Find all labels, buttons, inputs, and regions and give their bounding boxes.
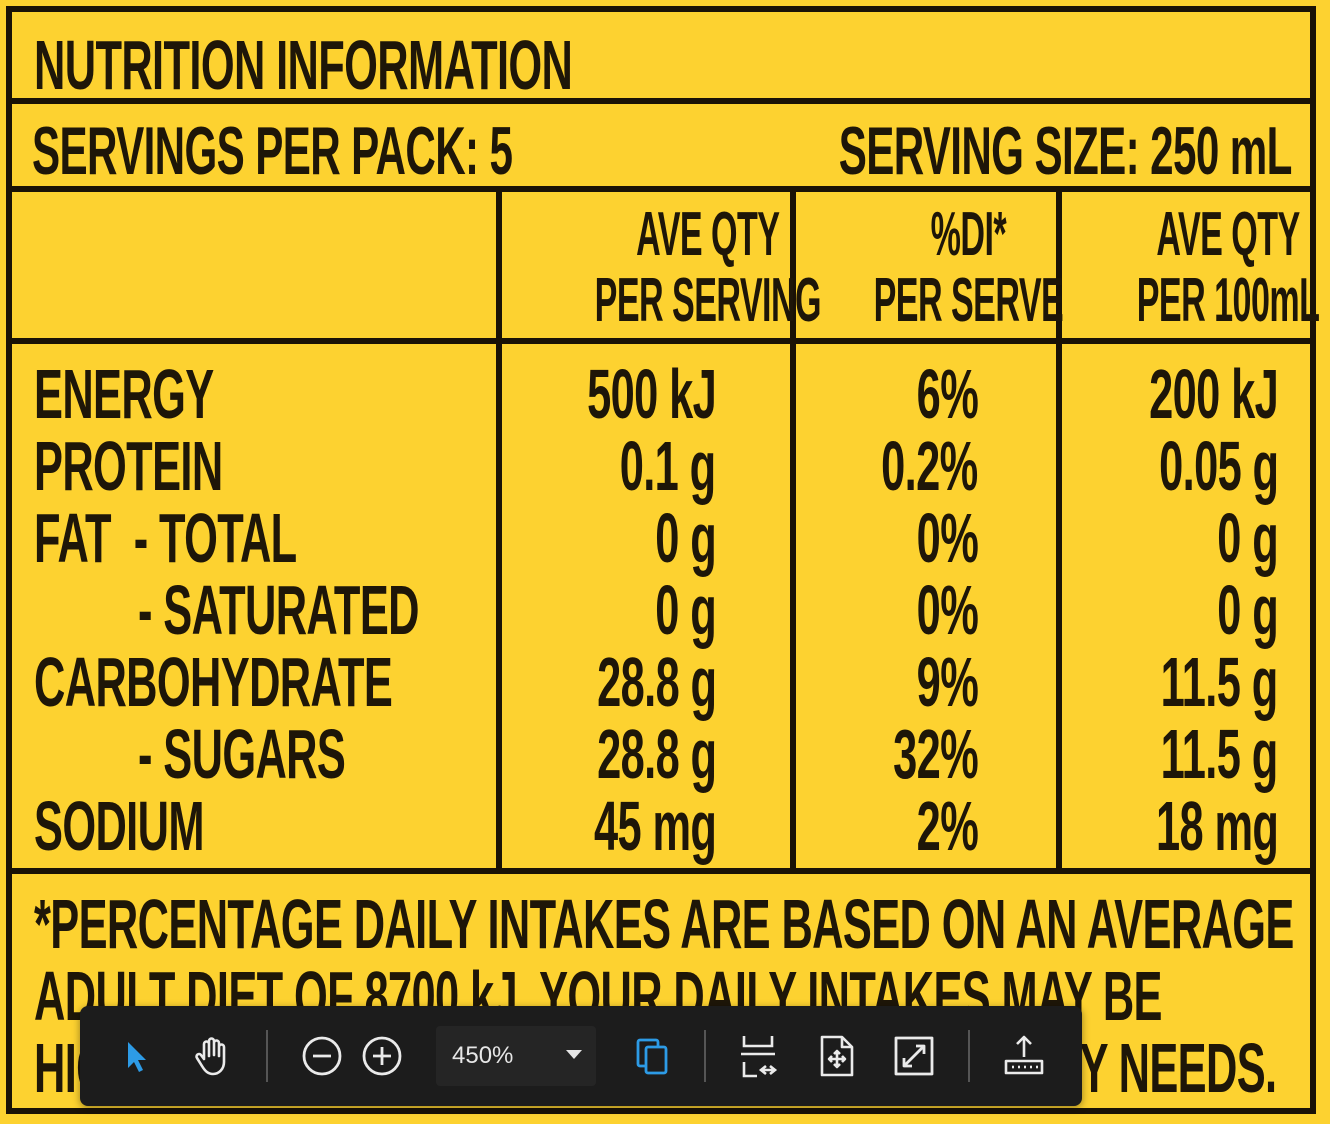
table-row: ENERGY 500 kJ 6% 200 kJ bbox=[12, 358, 1310, 430]
toolbar-separator bbox=[704, 1030, 706, 1082]
value-per-100ml: 11.5 g bbox=[1161, 715, 1279, 793]
value-di: 2% bbox=[916, 787, 979, 865]
nutrition-panel: NUTRITION INFORMATION SERVINGS PER PACK:… bbox=[6, 6, 1320, 1114]
toolbar-separator bbox=[968, 1030, 970, 1082]
value-per-100ml: 11.5 g bbox=[1161, 643, 1279, 721]
share-button[interactable] bbox=[996, 1028, 1052, 1084]
copy-icon bbox=[636, 1038, 668, 1075]
fit-page-icon bbox=[820, 1035, 854, 1077]
upload-icon bbox=[1004, 1035, 1044, 1075]
table-row: FAT - TOTAL 0 g 0% 0 g bbox=[12, 502, 1310, 574]
copy-button[interactable] bbox=[624, 1028, 680, 1084]
nutrient-name: SODIUM bbox=[34, 787, 205, 865]
value-per-serving: 0 g bbox=[655, 571, 716, 649]
label-title: NUTRITION INFORMATION bbox=[34, 26, 573, 104]
hand-icon bbox=[195, 1037, 226, 1076]
nutrient-name: PROTEIN bbox=[34, 427, 223, 505]
serving-size: SERVING SIZE: 250 mL bbox=[838, 113, 1293, 189]
nutrient-table: ENERGY 500 kJ 6% 200 kJ PROTEIN 0.1 g 0.… bbox=[12, 358, 1310, 862]
value-per-serving: 0.1 g bbox=[620, 427, 716, 505]
divider bbox=[12, 98, 1310, 104]
nutrient-name: - SATURATED bbox=[138, 571, 419, 649]
zoom-in-icon bbox=[362, 1036, 402, 1076]
divider bbox=[12, 868, 1310, 874]
value-per-100ml: 0 g bbox=[1217, 571, 1278, 649]
hand-tool-button[interactable] bbox=[184, 1028, 240, 1084]
zoom-in-button[interactable] bbox=[354, 1028, 410, 1084]
nutrient-name: CARBOHYDRATE bbox=[34, 643, 393, 721]
column-divider bbox=[790, 192, 796, 868]
column-header-per-100ml: AVE QTY PER 100mL bbox=[1136, 200, 1320, 335]
zoom-out-button[interactable] bbox=[294, 1028, 350, 1084]
divider bbox=[12, 338, 1310, 344]
nutrient-name: ENERGY bbox=[34, 355, 214, 433]
select-tool-button[interactable] bbox=[106, 1028, 162, 1084]
value-per-100ml: 0 g bbox=[1217, 499, 1278, 577]
table-row: SODIUM 45 mg 2% 18 mg bbox=[12, 790, 1310, 862]
value-per-serving: 28.8 g bbox=[596, 643, 717, 721]
table-row: CARBOHYDRATE 28.8 g 9% 11.5 g bbox=[12, 646, 1310, 718]
value-di: 0.2% bbox=[881, 427, 979, 505]
zoom-level-select[interactable]: 450% bbox=[436, 1026, 596, 1086]
column-divider bbox=[496, 192, 502, 868]
table-row: PROTEIN 0.1 g 0.2% 0.05 g bbox=[12, 430, 1310, 502]
servings-per-pack: SERVINGS PER PACK: 5 bbox=[32, 113, 513, 189]
value-per-serving: 28.8 g bbox=[596, 715, 717, 793]
toolbar-separator bbox=[266, 1030, 268, 1082]
value-di: 6% bbox=[916, 355, 979, 433]
fit-width-icon bbox=[741, 1036, 778, 1078]
column-divider bbox=[1056, 192, 1062, 868]
expand-icon bbox=[894, 1036, 934, 1076]
select-icon bbox=[128, 1042, 146, 1072]
fit-width-button[interactable] bbox=[730, 1028, 786, 1084]
value-di: 9% bbox=[916, 643, 979, 721]
nutrient-name: FAT - TOTAL bbox=[34, 499, 297, 577]
nutrient-name: - SUGARS bbox=[138, 715, 346, 793]
footnote-line: *PERCENTAGE DAILY INTAKES ARE BASED ON A… bbox=[34, 885, 1294, 963]
divider bbox=[12, 186, 1310, 192]
column-header-per-serving: AVE QTY PER SERVING bbox=[594, 200, 822, 335]
zoom-out-icon bbox=[302, 1036, 342, 1076]
value-per-serving: 500 kJ bbox=[586, 355, 717, 433]
viewer-toolbar: 450% bbox=[80, 1006, 1082, 1106]
value-di: 0% bbox=[916, 499, 979, 577]
zoom-level-value: 450% bbox=[452, 1042, 514, 1069]
value-per-serving: 45 mg bbox=[593, 787, 717, 865]
table-row: - SATURATED 0 g 0% 0 g bbox=[12, 574, 1310, 646]
value-per-100ml: 18 mg bbox=[1155, 787, 1279, 865]
chevron-down-icon bbox=[566, 1050, 582, 1059]
column-header-di: %DI* PER SERVE bbox=[873, 200, 1064, 335]
value-per-serving: 0 g bbox=[655, 499, 716, 577]
value-per-100ml: 200 kJ bbox=[1148, 355, 1279, 433]
fullscreen-button[interactable] bbox=[886, 1028, 942, 1084]
table-row: - SUGARS 28.8 g 32% 11.5 g bbox=[12, 718, 1310, 790]
value-di: 0% bbox=[916, 571, 979, 649]
value-di: 32% bbox=[892, 715, 979, 793]
fit-page-button[interactable] bbox=[808, 1028, 864, 1084]
value-per-100ml: 0.05 g bbox=[1158, 427, 1279, 505]
